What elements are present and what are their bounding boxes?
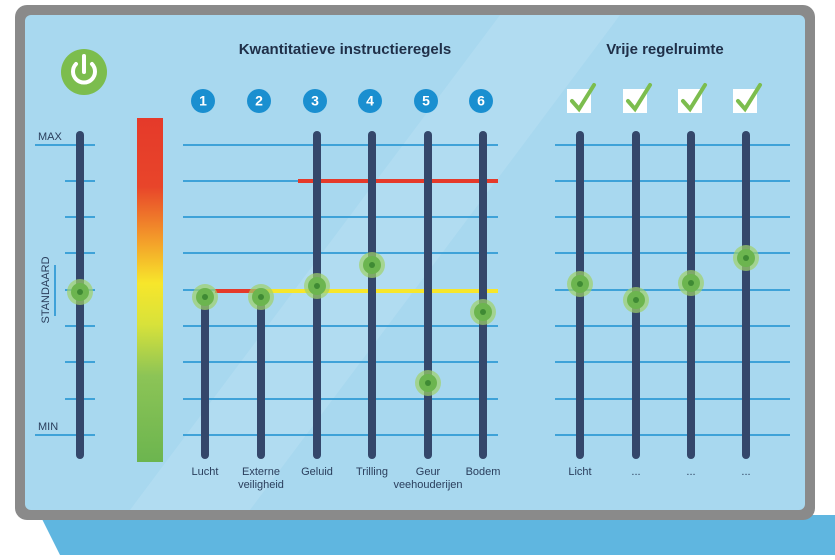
min-label: MIN — [38, 421, 58, 433]
slider-label: ... — [741, 466, 750, 478]
title: Vrije regelruimte — [606, 41, 724, 58]
checkmark — [681, 83, 707, 113]
slider-knob-dot — [480, 309, 486, 315]
slider-label: Externe — [242, 466, 280, 478]
number-label: 5 — [422, 93, 430, 109]
number-label: 2 — [255, 93, 263, 109]
slider-label: Geluid — [301, 466, 333, 478]
number-label: 1 — [199, 93, 207, 109]
number-badge — [414, 89, 438, 113]
standard-label: STANDAARD — [40, 256, 52, 323]
slider-knob-dot — [202, 294, 208, 300]
slider-knob-dot — [258, 294, 264, 300]
power-icon — [71, 62, 97, 85]
title: Kwantitatieve instructieregels — [239, 41, 452, 58]
slider-label: Lucht — [192, 466, 219, 478]
slider-knob-dot — [743, 255, 749, 261]
slider-knob-dot — [314, 283, 320, 289]
checkmark — [570, 83, 596, 113]
slider-knob-dot — [425, 380, 431, 386]
slider-knob-dot — [77, 289, 83, 295]
slider-knob-dot — [577, 281, 583, 287]
number-badge — [469, 89, 493, 113]
number-badge — [303, 89, 327, 113]
number-badge — [358, 89, 382, 113]
max-label: MAX — [38, 131, 63, 143]
slider-knob-dot — [633, 297, 639, 303]
slider-label: ... — [686, 466, 695, 478]
slider-label: Licht — [568, 466, 591, 478]
slider-label: veiligheid — [238, 479, 284, 491]
number-label: 4 — [366, 93, 374, 109]
number-badge — [191, 89, 215, 113]
slider-label: veehouderijen — [393, 479, 462, 491]
panel-shadow — [40, 515, 835, 555]
number-badge — [247, 89, 271, 113]
checkmark — [626, 83, 652, 113]
slider-knob-dot — [688, 280, 694, 286]
checkmark — [736, 83, 762, 113]
slider-label: Trilling — [356, 466, 388, 478]
slider-knob-dot — [369, 262, 375, 268]
slider-label: ... — [631, 466, 640, 478]
slider-label: Bodem — [466, 466, 501, 478]
number-label: 3 — [311, 93, 319, 109]
number-label: 6 — [477, 93, 485, 109]
slider-label: Geur — [416, 466, 441, 478]
heat-scale — [137, 118, 163, 462]
